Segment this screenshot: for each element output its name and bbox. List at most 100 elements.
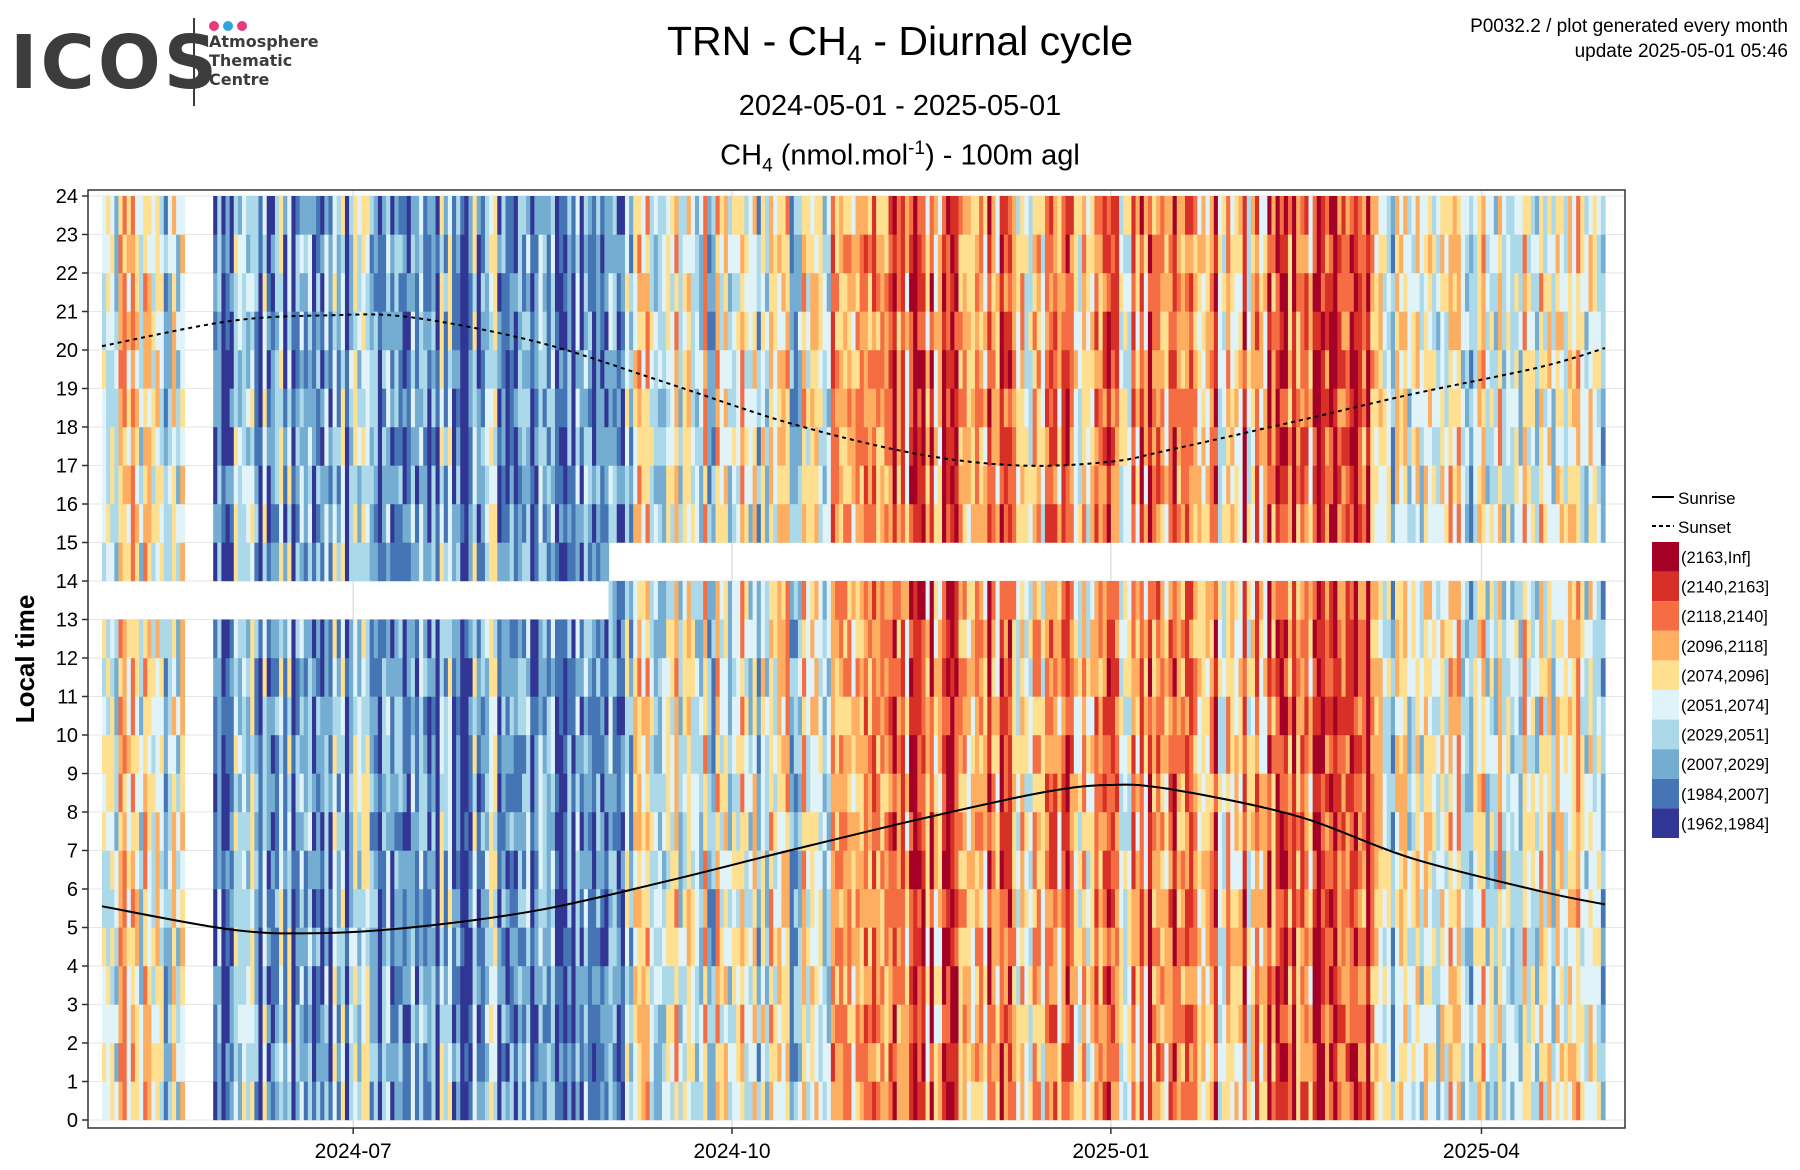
- heatmap-cell: [559, 927, 564, 967]
- heatmap-cell: [369, 542, 375, 582]
- heatmap-cell: [118, 196, 124, 235]
- heatmap-cell: [406, 658, 412, 697]
- heatmap-cell: [423, 966, 428, 1005]
- heatmap-cell: [307, 196, 313, 235]
- heatmap-cell: [567, 465, 573, 505]
- heatmap-cell: [163, 735, 169, 774]
- heatmap-cell: [995, 581, 1001, 620]
- heatmap-cell: [151, 658, 157, 697]
- heatmap-cell: [769, 465, 774, 505]
- heatmap-cell: [377, 504, 383, 543]
- heatmap-cell: [110, 812, 115, 851]
- heatmap-cell: [830, 889, 836, 928]
- heatmap-cell: [266, 850, 272, 890]
- heatmap-cell: [489, 388, 494, 428]
- heatmap-cell: [563, 196, 568, 235]
- heatmap-cell: [592, 927, 597, 967]
- heatmap-cell: [822, 812, 828, 851]
- heatmap-cell: [847, 889, 853, 928]
- heatmap-cell: [917, 581, 923, 620]
- heatmap-cell: [217, 850, 223, 890]
- heatmap-cell: [575, 234, 581, 274]
- heatmap-cell: [509, 465, 515, 505]
- heatmap-cell: [542, 542, 548, 582]
- heatmap-cell: [847, 311, 853, 351]
- heatmap-cell: [707, 196, 713, 235]
- heatmap-cell: [353, 889, 358, 928]
- heatmap-cell: [394, 196, 400, 235]
- heatmap-cell: [427, 1043, 433, 1082]
- heatmap-cell: [312, 388, 317, 428]
- heatmap-cell: [974, 1004, 980, 1044]
- heatmap-cell: [443, 696, 449, 736]
- heatmap-cell: [283, 966, 288, 1005]
- heatmap-cell: [921, 735, 927, 774]
- heatmap-cell: [246, 927, 251, 967]
- heatmap-cell: [410, 427, 416, 466]
- heatmap-cell: [925, 273, 931, 312]
- heatmap-cell: [419, 966, 424, 1005]
- heatmap-cell: [225, 927, 231, 967]
- heatmap-cell: [517, 1081, 523, 1121]
- heatmap-cell: [583, 311, 589, 351]
- heatmap-cell: [880, 1081, 885, 1121]
- heatmap-cell: [172, 234, 177, 274]
- heatmap-cell: [546, 427, 552, 466]
- heatmap-cell: [793, 388, 799, 428]
- heatmap-cell: [530, 735, 535, 774]
- heatmap-cell: [542, 773, 548, 813]
- heatmap-cell: [847, 1004, 853, 1044]
- heatmap-cell: [538, 773, 544, 813]
- heatmap-cell: [662, 658, 667, 697]
- heatmap-cell: [377, 1081, 383, 1121]
- heatmap-cell: [262, 388, 268, 428]
- heatmap-cell: [143, 1043, 148, 1082]
- heatmap-cell: [649, 1043, 655, 1082]
- heatmap-cell: [678, 889, 684, 928]
- heatmap-cell: [876, 350, 881, 389]
- heatmap-cell: [946, 234, 951, 274]
- heatmap-cell: [279, 273, 284, 312]
- heatmap-cell: [732, 350, 737, 389]
- heatmap-cell: [913, 619, 918, 659]
- heatmap-cell: [954, 658, 960, 697]
- heatmap-cell: [789, 927, 795, 967]
- heatmap-cell: [662, 812, 667, 851]
- heatmap-cell: [402, 542, 408, 582]
- heatmap-cell: [291, 696, 297, 736]
- heatmap-cell: [575, 696, 581, 736]
- heatmap-cell: [616, 350, 622, 389]
- heatmap-cell: [575, 773, 581, 813]
- heatmap-cell: [979, 504, 984, 543]
- heatmap-cell: [324, 850, 330, 890]
- heatmap-cell: [357, 273, 363, 312]
- heatmap-cell: [629, 773, 634, 813]
- heatmap-cell: [851, 465, 857, 505]
- heatmap-cell: [163, 311, 169, 351]
- heatmap-cell: [863, 619, 869, 659]
- heatmap-cell: [229, 889, 235, 928]
- heatmap-cell: [600, 773, 605, 813]
- heatmap-cell: [480, 696, 486, 736]
- heatmap-cell: [332, 196, 338, 235]
- heatmap-cell: [575, 542, 581, 582]
- heatmap-cell: [859, 1081, 865, 1121]
- heatmap-cell: [266, 1081, 272, 1121]
- heatmap-cell: [423, 1004, 428, 1044]
- heatmap-cell: [155, 658, 161, 697]
- heatmap-cell: [694, 927, 700, 967]
- heatmap-cell: [233, 619, 239, 659]
- heatmap-cell: [513, 234, 519, 274]
- heatmap-cell: [509, 1081, 515, 1121]
- heatmap-cell: [353, 1043, 358, 1082]
- heatmap-cell: [678, 581, 684, 620]
- heatmap-cell: [151, 812, 157, 851]
- heatmap-cell: [653, 773, 659, 813]
- heatmap-cell: [1003, 773, 1009, 813]
- heatmap-cell: [402, 196, 408, 235]
- heatmap-cell: [534, 927, 540, 967]
- heatmap-cell: [682, 1081, 688, 1121]
- heatmap-cell: [736, 773, 741, 813]
- heatmap-cell: [139, 1081, 144, 1121]
- heatmap-cell: [139, 927, 144, 967]
